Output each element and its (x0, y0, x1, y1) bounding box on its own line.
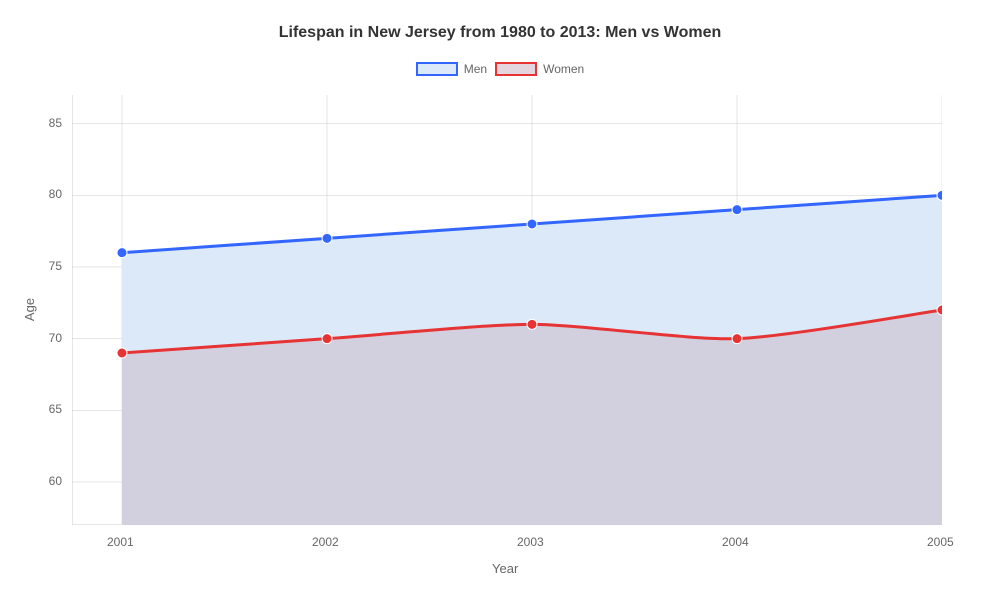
x-tick-2003: 2003 (517, 535, 544, 549)
x-tick-2001: 2001 (107, 535, 134, 549)
legend-label-women: Women (543, 62, 584, 76)
marker-women-3[interactable] (732, 334, 742, 344)
chart-title: Lifespan in New Jersey from 1980 to 2013… (0, 24, 1000, 42)
chart-container: Lifespan in New Jersey from 1980 to 2013… (0, 0, 1000, 600)
plot-area (72, 95, 942, 525)
chart-svg (72, 95, 942, 525)
x-axis-label: Year (492, 561, 518, 576)
legend-item-women[interactable]: Women (495, 62, 584, 76)
y-tick-85: 85 (49, 116, 62, 130)
marker-men-0[interactable] (117, 248, 127, 258)
legend-swatch-women (495, 62, 537, 76)
x-tick-2004: 2004 (722, 535, 749, 549)
y-tick-70: 70 (49, 331, 62, 345)
y-tick-75: 75 (49, 259, 62, 273)
x-tick-2005: 2005 (927, 535, 954, 549)
y-tick-65: 65 (49, 402, 62, 416)
x-tick-2002: 2002 (312, 535, 339, 549)
marker-men-2[interactable] (527, 219, 537, 229)
marker-men-3[interactable] (732, 205, 742, 215)
legend-swatch-men (416, 62, 458, 76)
marker-men-1[interactable] (322, 233, 332, 243)
marker-women-1[interactable] (322, 334, 332, 344)
chart-legend: Men Women (0, 62, 1000, 76)
legend-item-men[interactable]: Men (416, 62, 487, 76)
legend-label-men: Men (464, 62, 487, 76)
y-tick-60: 60 (49, 474, 62, 488)
marker-women-2[interactable] (527, 319, 537, 329)
marker-women-0[interactable] (117, 348, 127, 358)
y-tick-80: 80 (49, 187, 62, 201)
y-axis-label: Age (22, 298, 37, 321)
